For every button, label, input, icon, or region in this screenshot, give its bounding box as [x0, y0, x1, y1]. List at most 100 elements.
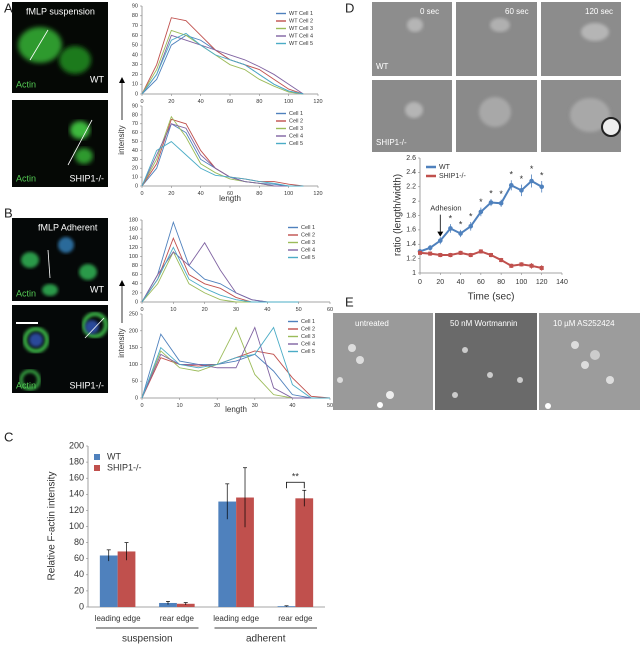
image-genotype: SHIP1-/-: [69, 380, 104, 390]
series-line: [141, 326, 330, 399]
image-genotype: SHIP1-/-: [376, 138, 407, 147]
panel-label: D: [345, 0, 354, 15]
x-tick-label: 30: [252, 403, 258, 409]
legend-label: Cell 3: [301, 334, 315, 340]
significance-mark: *: [469, 211, 473, 221]
y-tick-label: 2.6: [406, 155, 416, 162]
significance-mark: *: [520, 174, 524, 184]
legend-label: Cell 4: [289, 133, 303, 139]
series-line: [141, 123, 304, 187]
series-line: [419, 250, 542, 269]
bar: [236, 497, 254, 607]
y-tick-label: 40: [74, 569, 84, 579]
legend-label: WT Cell 5: [289, 41, 313, 47]
bar: [295, 498, 314, 607]
y-tick-label: 1.8: [406, 212, 416, 219]
y-tick-label: 160: [129, 227, 138, 233]
legend-label: Cell 2: [289, 118, 303, 124]
x-tick-label: 60: [477, 279, 485, 286]
y-tick-label: 1: [412, 270, 416, 277]
y-tick-label: 250: [129, 311, 138, 317]
significance-bracket: [286, 481, 305, 489]
y-tick-label: 1.2: [406, 255, 416, 262]
annotation: Adhesion: [430, 204, 461, 213]
legend-label: Cell 2: [301, 326, 315, 332]
series-line: [141, 32, 304, 95]
y-tick-label: 30: [132, 157, 138, 163]
y-tick-label: 140: [129, 236, 138, 242]
y-tick-label: 140: [69, 489, 84, 499]
y-tick-label: 100: [129, 254, 138, 260]
legend-label: Cell 5: [301, 255, 315, 261]
x-axis-label: Time (sec): [468, 292, 515, 303]
image-title: fMLP Adherent: [38, 222, 98, 232]
series-line: [141, 220, 299, 303]
marker: [437, 238, 443, 243]
y-tick-label: 50: [132, 139, 138, 145]
treatment-label: 50 nM Wortmannin: [450, 319, 517, 328]
marker: [478, 209, 484, 215]
panel-label: E: [345, 294, 354, 309]
series-line: [141, 17, 304, 95]
x-tick-label: 140: [556, 279, 568, 286]
x-axis-label: length: [225, 405, 247, 414]
y-tick-label: 60: [132, 272, 138, 278]
series-line: [141, 140, 304, 187]
y-tick-label: 0: [79, 601, 84, 611]
y-tick-label: 10: [132, 175, 138, 181]
marker: [508, 183, 514, 188]
y-tick-label: 60: [132, 33, 138, 39]
marker: [539, 265, 544, 270]
marker: [448, 253, 453, 258]
y-tick-label: 2.4: [406, 169, 416, 176]
x-tick-label: 80: [256, 191, 262, 197]
y-tick-label: 60: [132, 130, 138, 136]
x-tick-label: 60: [227, 99, 233, 105]
image-stain: Actin: [16, 173, 36, 183]
series-line: [141, 326, 330, 399]
x-tick-label: leading edge: [95, 614, 141, 623]
panel-e-images: untreated 50 nM Wortmannin 10 µM AS25242…: [333, 313, 640, 410]
x-tick-label: 50: [296, 307, 302, 313]
legend-label: Cell 1: [289, 111, 303, 117]
y-tick-label: 20: [74, 585, 84, 595]
significance-mark: *: [479, 197, 483, 207]
x-tick-label: 40: [289, 403, 295, 409]
marker: [458, 250, 463, 255]
y-tick-label: 90: [132, 3, 138, 9]
marker: [519, 262, 524, 267]
y-tick-label: 160: [69, 473, 84, 483]
x-tick-label: 60: [227, 191, 233, 197]
y-tick-label: 80: [132, 263, 138, 269]
x-tick-label: 100: [284, 191, 293, 197]
y-tick-label: 50: [132, 43, 138, 49]
legend-swatch: [94, 465, 100, 471]
legend-swatch: [94, 454, 100, 460]
marker: [428, 251, 433, 256]
bar: [277, 606, 296, 607]
image-genotype: WT: [90, 74, 104, 84]
y-tick-label: 60: [74, 553, 84, 563]
marker: [458, 231, 463, 236]
panel-label: A: [4, 0, 13, 15]
x-tick-label: 60: [327, 307, 333, 313]
marker: [519, 188, 524, 193]
y-axis-label: Relative F-actin intensity: [47, 472, 58, 581]
panel-a-images: fMLP suspension Actin WT Actin SHIP1-/-: [12, 2, 108, 187]
marker: [418, 250, 422, 255]
y-tick-label: 1.6: [406, 227, 416, 234]
y-tick-label: 30: [132, 62, 138, 68]
x-tick-label: rear edge: [278, 614, 313, 623]
legend-label: Cell 5: [301, 349, 315, 355]
marker: [478, 249, 483, 254]
significance-mark: *: [510, 170, 514, 180]
marker: [427, 245, 433, 251]
y-tick-label: 20: [132, 290, 138, 296]
x-tick-label: 100: [516, 279, 528, 286]
legend-label: Cell 1: [301, 319, 315, 325]
x-tick-label: 0: [140, 307, 143, 313]
bar: [99, 555, 118, 607]
x-tick-label: 20: [168, 191, 174, 197]
x-tick-label: 80: [497, 279, 505, 286]
y-tick-label: 100: [129, 362, 138, 368]
